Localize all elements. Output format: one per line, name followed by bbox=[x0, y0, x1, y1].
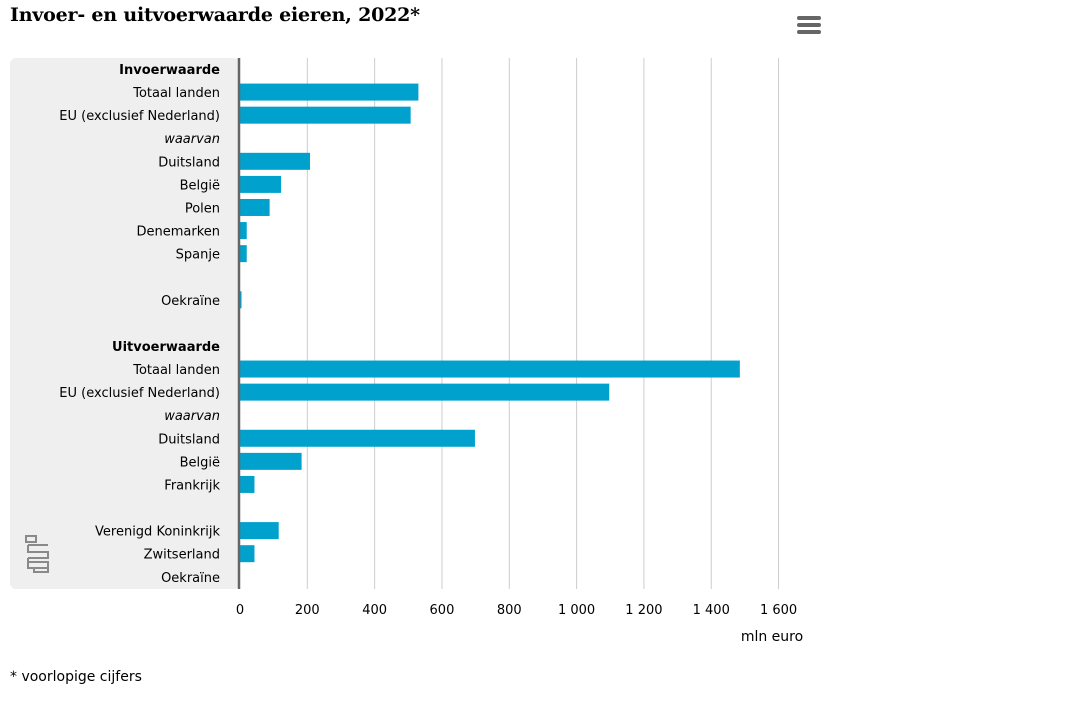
category-label: België bbox=[180, 455, 220, 470]
bar[interactable] bbox=[240, 245, 247, 263]
x-tick-label: 800 bbox=[497, 603, 522, 618]
footnote: * voorlopige cijfers bbox=[10, 669, 142, 685]
category-label: Zwitserland bbox=[144, 548, 220, 563]
bar[interactable] bbox=[240, 291, 242, 309]
bar[interactable] bbox=[240, 152, 311, 170]
bar[interactable] bbox=[240, 198, 270, 216]
x-tick-label: 200 bbox=[295, 603, 320, 618]
x-tick-label: 0 bbox=[236, 603, 244, 618]
bar[interactable] bbox=[240, 452, 302, 470]
x-tick-labels: 0 200 400 600 800 1 000 1 200 1 400 1 600 bbox=[236, 603, 797, 618]
hamburger-menu-icon[interactable] bbox=[797, 16, 821, 36]
category-label: Polen bbox=[185, 201, 220, 216]
bar[interactable] bbox=[240, 106, 411, 124]
category-label: Spanje bbox=[176, 248, 220, 263]
bars bbox=[240, 83, 740, 563]
bar[interactable] bbox=[240, 360, 740, 378]
cbs-logo-icon bbox=[25, 535, 49, 573]
category-label: Invoerwaarde bbox=[119, 63, 220, 78]
category-label: EU (exclusief Nederland) bbox=[59, 386, 220, 401]
x-axis-label: mln euro bbox=[741, 629, 803, 645]
gridlines bbox=[306, 58, 780, 589]
bar[interactable] bbox=[240, 475, 255, 493]
category-label: Totaal landen bbox=[132, 86, 220, 101]
x-tick-label: 600 bbox=[430, 603, 455, 618]
category-label: Totaal landen bbox=[132, 363, 220, 378]
category-labels: Invoerwaarde Totaal landen EU (exclusief N… bbox=[59, 63, 220, 586]
category-label: waarvan bbox=[164, 409, 220, 424]
bar[interactable] bbox=[240, 522, 279, 540]
category-label: waarvan bbox=[164, 132, 220, 147]
category-label: Oekraïne bbox=[161, 571, 220, 586]
category-label: Verenigd Koninkrijk bbox=[95, 525, 220, 540]
category-label: Denemarken bbox=[136, 225, 220, 240]
bar[interactable] bbox=[240, 222, 247, 240]
category-label: EU (exclusief Nederland) bbox=[59, 109, 220, 124]
category-label: Oekraïne bbox=[161, 294, 220, 309]
category-label: Uitvoerwaarde bbox=[112, 340, 220, 355]
bar[interactable] bbox=[240, 175, 282, 193]
category-label: Duitsland bbox=[158, 432, 220, 447]
x-tick-label: 1 000 bbox=[558, 603, 595, 618]
category-label: Frankrijk bbox=[164, 478, 220, 493]
x-tick-label: 1 400 bbox=[693, 603, 730, 618]
chart-title: Invoer- en uitvoerwaarde eieren, 2022* bbox=[10, 4, 420, 26]
bar[interactable] bbox=[240, 383, 610, 401]
x-tick-label: 1 200 bbox=[625, 603, 662, 618]
bar[interactable] bbox=[240, 429, 475, 447]
category-label: België bbox=[180, 178, 220, 193]
bar[interactable] bbox=[240, 545, 255, 563]
category-label: Duitsland bbox=[158, 155, 220, 170]
x-tick-label: 1 600 bbox=[760, 603, 797, 618]
label-panel bbox=[10, 58, 240, 589]
bar[interactable] bbox=[240, 83, 419, 101]
x-tick-label: 400 bbox=[362, 603, 387, 618]
